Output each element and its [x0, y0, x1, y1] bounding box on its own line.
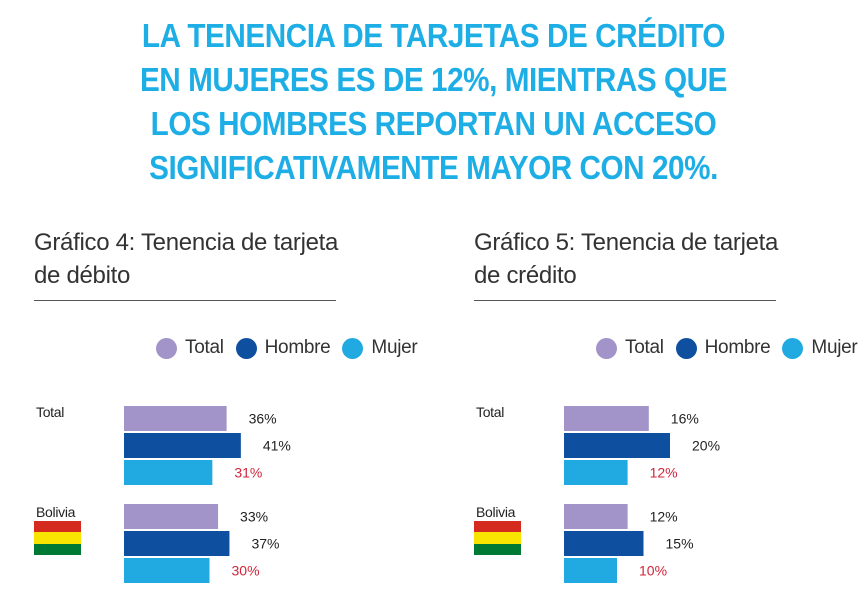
legend-swatch-hombre	[235, 337, 257, 359]
legend-label: Mujer	[371, 337, 418, 358]
legend-label: Hombre	[704, 337, 771, 358]
bar-mujer-total	[564, 460, 628, 485]
legend-item-total: Total	[156, 337, 224, 359]
bar-total-total	[124, 406, 227, 431]
legend-swatch-total	[156, 337, 177, 359]
data-label: 12%	[650, 509, 678, 525]
bar-hombre-total	[124, 433, 241, 458]
headline-line: LOS HOMBRES REPORTAN UN ACCESO	[150, 105, 717, 142]
headline-line: EN MUJERES ES DE 12%, MIENTRAS QUE	[139, 61, 728, 98]
bar-total-total	[564, 406, 649, 431]
legend-swatch-total	[596, 337, 617, 359]
data-label: 41%	[263, 438, 291, 454]
legend-item-hombre: Hombre	[235, 337, 331, 359]
chart-panel-debito: Gráfico 4: Tenencia de tarjeta de débito…	[0, 0, 420, 596]
title-rule	[474, 300, 776, 301]
legend-item-hombre: Hombre	[675, 337, 771, 359]
category-label: Total	[36, 404, 65, 420]
data-label: 12%	[650, 465, 678, 481]
category-label: Total	[476, 404, 505, 420]
bar-total-bolivia	[124, 504, 219, 529]
legend-item-total: Total	[596, 337, 664, 359]
chart-title: Gráfico 4: Tenencia de tarjeta de débito	[34, 226, 344, 292]
legend-label: Mujer	[811, 337, 858, 358]
headline-line: SIGNIFICATIVAMENTE MAYOR CON 20%.	[149, 149, 718, 186]
title-rule	[34, 300, 336, 301]
bar-mujer-bolivia	[124, 558, 210, 583]
legend-swatch-hombre	[675, 337, 697, 359]
data-label: 30%	[232, 563, 260, 579]
data-label: 31%	[234, 465, 262, 481]
data-label: 37%	[251, 536, 279, 552]
data-label: 16%	[671, 411, 699, 427]
category-label: Bolivia	[476, 504, 516, 520]
chart-title-line: de débito	[34, 262, 131, 289]
legend-item-mujer: Mujer	[342, 337, 418, 359]
headline-line: LA TENENCIA DE TARJETAS DE CRÉDITO	[141, 17, 726, 54]
data-label: 33%	[240, 509, 268, 525]
bar-mujer-bolivia	[564, 558, 617, 583]
data-label: 36%	[249, 411, 277, 427]
data-label: 10%	[639, 563, 667, 579]
bar-hombre-bolivia	[564, 531, 644, 556]
legend-item-mujer: Mujer	[782, 337, 858, 359]
legend: Total Hombre Mujer	[156, 336, 429, 360]
bolivia-flag-icon	[474, 521, 521, 555]
legend-label: Total	[625, 337, 664, 358]
category-label: Bolivia	[36, 504, 76, 520]
chart-panel-credito: Gráfico 5: Tenencia de tarjeta de crédit…	[440, 0, 860, 596]
legend-label: Total	[185, 337, 224, 358]
bar-total-bolivia	[564, 504, 628, 529]
headline: LA TENENCIA DE TARJETAS DE CRÉDITO EN MU…	[0, 14, 867, 190]
legend-swatch-mujer	[342, 337, 364, 359]
data-label: 20%	[692, 438, 720, 454]
bar-hombre-bolivia	[124, 531, 230, 556]
chart-title-line: Gráfico 5: Tenencia de tarjeta	[474, 229, 779, 256]
chart-title: Gráfico 5: Tenencia de tarjeta de crédit…	[474, 226, 784, 292]
bar-chart: 16% 20% 12% 12% 15% 10%	[564, 406, 720, 583]
bar-hombre-total	[564, 433, 670, 458]
bar-chart: 36% 41%31% 33% 37% 30%	[124, 406, 291, 583]
chart-title-line: de crédito	[474, 262, 577, 289]
data-label: 15%	[666, 536, 694, 552]
bolivia-flag-icon	[34, 521, 81, 555]
legend-swatch-mujer	[782, 337, 804, 359]
legend-label: Hombre	[264, 337, 331, 358]
legend: Total Hombre Mujer	[596, 336, 867, 360]
chart-title-line: Gráfico 4: Tenencia de tarjeta	[34, 229, 339, 256]
bar-mujer-total	[124, 460, 213, 485]
